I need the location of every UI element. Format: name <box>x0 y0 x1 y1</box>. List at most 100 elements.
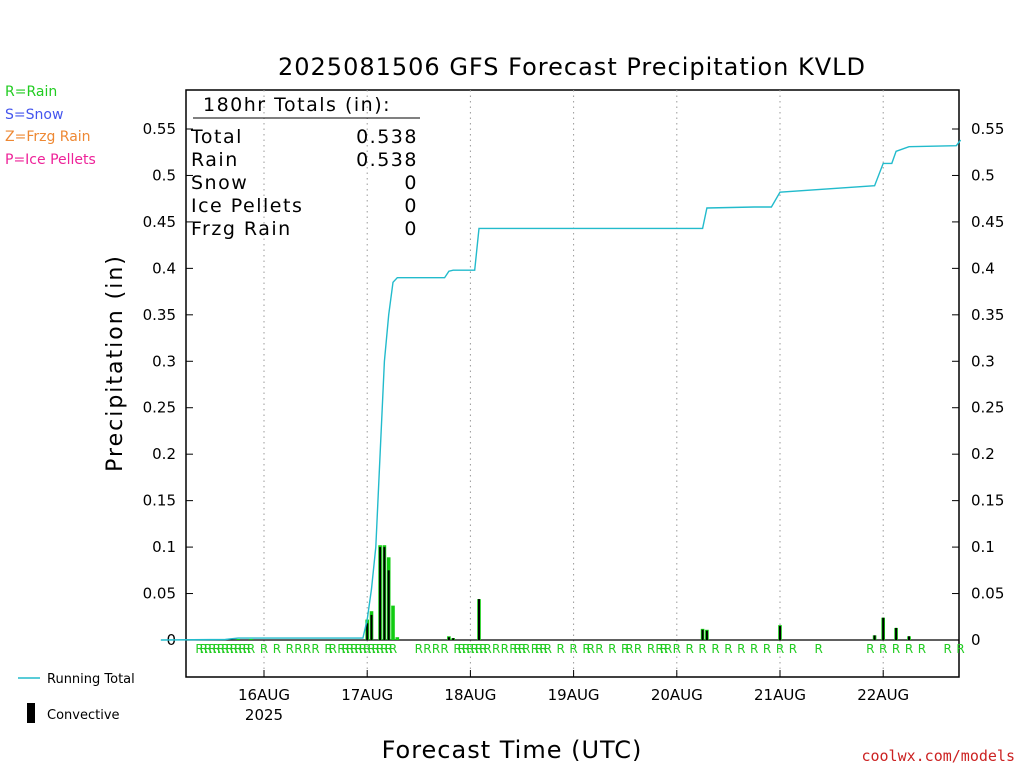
precip-type-marker: R <box>647 642 655 656</box>
legend-convective-swatch <box>27 703 35 723</box>
precip-type-marker: R <box>213 642 221 656</box>
precip-type-marker: R <box>535 642 543 656</box>
convective-bar <box>908 636 910 640</box>
y-tick-label-left: 0.1 <box>152 538 176 556</box>
precip-bar <box>395 637 400 640</box>
x-axis: 16AUG 17AUG 18AUG 19AUG 20AUG 21AUG 22AUG <box>238 670 909 704</box>
precip-bar <box>249 639 253 640</box>
y-tick-label-left: 0.2 <box>152 445 176 463</box>
precip-type-marker: R <box>204 642 212 656</box>
totals-value-ice-pellets: 0 <box>404 195 418 217</box>
precip-type-marker: R <box>750 642 758 656</box>
legend-convective: Convective <box>47 708 120 723</box>
precip-type-marker: R <box>363 642 371 656</box>
y-tick-label-right: 0.35 <box>971 306 1004 324</box>
precip-type-marker: R <box>311 642 319 656</box>
convective-bar <box>701 629 704 640</box>
precip-type-marker: R <box>866 642 874 656</box>
precip-type-marker: R <box>238 642 246 656</box>
legend-rain: R=Rain <box>5 84 57 100</box>
y-tick-label-left: 0.25 <box>143 399 176 417</box>
precip-type-marker: R <box>518 642 526 656</box>
precip-bar <box>391 605 395 640</box>
totals-value-total: 0.538 <box>356 126 418 148</box>
precip-type-marker: R <box>234 642 242 656</box>
convective-bar <box>366 623 369 640</box>
precip-type-marker: R <box>539 642 547 656</box>
precip-bars <box>223 545 911 640</box>
precip-type-marker: R <box>324 642 332 656</box>
x-tick-label: 21AUG <box>754 686 806 704</box>
precip-type-marker: R <box>956 642 964 656</box>
precip-type-marker: R <box>621 642 629 656</box>
precip-type-marker: R <box>492 642 500 656</box>
precip-type-marker: R <box>423 642 431 656</box>
convective-bar <box>882 617 885 640</box>
totals-label-frzg-rain: Frzg Rain <box>191 218 292 240</box>
precip-type-marker: R <box>346 642 354 656</box>
y-tick-label-left: 0.05 <box>143 585 176 603</box>
precip-type-marker: R <box>389 642 397 656</box>
y-tick-label-left: 0.45 <box>143 213 176 231</box>
y-tick-label-right: 0.05 <box>971 585 1004 603</box>
y-axis-label: Precipitation (in) <box>103 254 128 472</box>
precip-type-marker: R <box>453 642 461 656</box>
y-tick-label-right: 0.15 <box>971 492 1004 510</box>
precip-type-marker: R <box>544 642 552 656</box>
convective-bar <box>779 626 781 640</box>
precip-type-marker: R <box>337 642 345 656</box>
precip-type-marker: R <box>673 642 681 656</box>
convective-bar <box>447 637 450 640</box>
precip-type-marker: R <box>303 642 311 656</box>
y-tick-label-right: 0.3 <box>971 352 995 370</box>
convective-bar <box>873 635 876 640</box>
precip-type-marker: R <box>625 642 633 656</box>
precip-type-marker: R <box>522 642 530 656</box>
legend-snow: S=Snow <box>5 107 63 123</box>
totals-value-rain: 0.538 <box>356 149 418 171</box>
chart-title: 2025081506 GFS Forecast Precipitation KV… <box>278 53 866 81</box>
x-gridlines <box>263 90 884 677</box>
x-axis-label: Forecast Time (UTC) <box>382 736 643 764</box>
y-tick-label-left: 0.5 <box>152 166 176 184</box>
precip-type-marker: R <box>260 642 268 656</box>
y-axis-right: 0 0.05 0.1 0.15 0.2 0.25 0.3 0.35 0.4 0.45 0.5 0.55 <box>952 120 1004 649</box>
y-tick-label-right: 0.2 <box>971 445 995 463</box>
precip-type-marker: R <box>350 642 358 656</box>
precip-type-marker: R <box>660 642 668 656</box>
totals-label-ice-pellets: Ice Pellets <box>191 195 303 217</box>
precip-type-marker: R <box>509 642 517 656</box>
y-tick-label-left: 0.15 <box>143 492 176 510</box>
precip-type-marker: R <box>432 642 440 656</box>
precip-type-marker: R <box>225 642 233 656</box>
precip-type-marker: R <box>655 642 663 656</box>
y-axis-left: 00.050.10.150.20.250.30.350.40.450.50.55 <box>143 120 193 649</box>
precip-type-marker: R <box>711 642 719 656</box>
precip-type-marker: R <box>247 642 255 656</box>
totals-box: 180hr Totals (in): Total 0.538 Rain 0.53… <box>190 94 420 240</box>
precip-type-marker: R <box>471 642 479 656</box>
precip-type-marker: R <box>273 642 281 656</box>
x-tick-label: 22AUG <box>857 686 909 704</box>
precip-type-marker: R <box>462 642 470 656</box>
y-tick-label-left: 0.3 <box>152 352 176 370</box>
totals-value-frzg-rain: 0 <box>404 218 418 240</box>
totals-value-snow: 0 <box>404 172 418 194</box>
x-tick-label: 18AUG <box>444 686 496 704</box>
precip-type-marker: R <box>664 642 672 656</box>
precip-type-marker: R <box>286 642 294 656</box>
precip-type-marker: R <box>354 642 362 656</box>
precip-type-marker: R <box>440 642 448 656</box>
precip-type-marker: R <box>367 642 375 656</box>
precip-type-marker: R <box>737 642 745 656</box>
precip-type-marker: R <box>329 642 337 656</box>
precip-bar <box>236 639 240 640</box>
legend-running-total: Running Total <box>47 672 135 687</box>
convective-bar <box>452 638 455 640</box>
precip-type-marker: R <box>944 642 952 656</box>
precip-type-marker: R <box>514 642 522 656</box>
precip-type-marker: R <box>815 642 823 656</box>
precip-type-marker: R <box>466 642 474 656</box>
